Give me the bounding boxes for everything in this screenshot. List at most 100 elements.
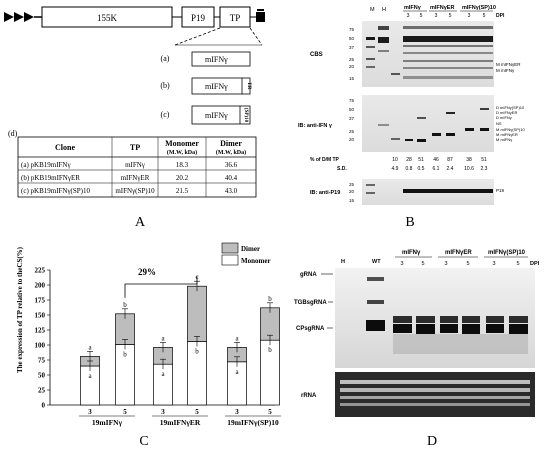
mw-label: 25 <box>349 129 355 134</box>
x-tick-label: 3 <box>161 408 165 416</box>
insert-b-tag: ER <box>246 83 251 90</box>
chart-bars <box>80 280 280 406</box>
rrna-bands <box>340 380 530 406</box>
chart-legend: Dimer Monomer <box>221 242 271 266</box>
mw-label: 20 <box>349 64 355 69</box>
construct-tp-label: TP <box>230 13 241 23</box>
table-cell: mIFNγER <box>121 174 150 182</box>
significance-letter: b <box>195 347 199 355</box>
rna-label-grna: gRNA <box>300 272 317 278</box>
ifn-blot-image <box>362 95 494 152</box>
table-subheader-monomer: (M.W, kDa) <box>167 149 197 156</box>
sd-value: 2.4 <box>447 166 454 172</box>
day-label: 3 <box>407 13 410 19</box>
panel-letter-b: B <box>405 215 414 230</box>
day-label: 3 <box>492 261 495 267</box>
table-cell: (b) pKB19mIFNγER <box>21 174 80 182</box>
group-label-3: mIFNγ(SP)10 <box>462 5 496 11</box>
significance-letter: b <box>268 295 272 303</box>
bracket-label: 29% <box>138 267 156 277</box>
insert-c-label: mIFNγ <box>205 111 228 120</box>
ib-p19-label: IB: anti-P19 <box>310 190 340 196</box>
insert-c-key: (c) <box>161 110 170 119</box>
panel-a: 155K P19 TP (a) mIFNγ (b) mIFNγ ER (c) m… <box>4 6 265 230</box>
sd-value: 10.6 <box>464 166 474 172</box>
insert-c-box <box>191 105 251 125</box>
mw-label: 75 <box>349 27 355 32</box>
sd-label: S.D. <box>337 166 347 172</box>
arrow-label: M mIFNγ(SP)10 <box>496 127 525 132</box>
y-tick-label: 175 <box>35 297 46 305</box>
table-cell: 20.2 <box>176 174 189 182</box>
panel-letter-c: C <box>139 434 148 449</box>
day-label: 3 <box>468 13 471 19</box>
clone-table: Clone TP Monomer (M.W, kDa) Dimer (M.W, … <box>17 136 257 198</box>
group-label-2: mIFNγER <box>430 5 454 11</box>
significance-letter: a <box>235 368 239 376</box>
rrna-gel-image <box>335 372 535 417</box>
table-subheader-dimer: (M.W, kDa) <box>216 149 246 156</box>
cbs-label: CBS <box>310 52 323 58</box>
legend-label-dimer: Dimer <box>241 245 260 253</box>
cbs-arrow-label-2: M mIFNγ <box>496 68 515 73</box>
rna-label-cpsgrna: CPsgRNA <box>296 326 325 332</box>
pct-label: % of D/M TP <box>310 157 340 163</box>
x-tick-label: 5 <box>123 408 127 416</box>
mw-label: 20 <box>349 189 355 194</box>
day-label: 3 <box>435 13 438 19</box>
mw-label: 15 <box>349 198 355 203</box>
day-label: 5 <box>420 13 423 19</box>
insert-a-label: mIFNγ <box>205 55 228 64</box>
mw-label: 50 <box>349 36 355 41</box>
table-header-tp: TP <box>130 143 140 152</box>
ifn-arrow-labels: D mIFNγ(SP)10 D mIFNγER D mIFNγ NS M mIF… <box>496 105 525 142</box>
promoter-arrows-icon <box>4 12 34 22</box>
d-group-label-2: mIFNγER <box>445 250 472 256</box>
cbs-arrow-label-1: M mIFNγER <box>496 62 521 67</box>
day-label: 5 <box>421 261 424 267</box>
group-label: 19mIFNγER <box>160 418 201 427</box>
chart-ylabel: The expression of TP relative to theCS(%… <box>16 246 24 373</box>
insert-c-tag: (SP)10 <box>243 108 248 123</box>
x-tick-label: 5 <box>195 408 199 416</box>
y-tick-label: 200 <box>35 282 46 290</box>
sd-value: 4.9 <box>392 166 399 172</box>
dpi-label: DPI <box>496 13 505 19</box>
table-cell: 36.6 <box>225 161 238 169</box>
y-tick-label: 125 <box>35 327 46 335</box>
group-label-1: mIFNγ <box>404 5 422 11</box>
significance-letter: b <box>268 346 272 354</box>
p19-arrow-label: P19 <box>496 188 505 193</box>
cbs-mw-ladder: 75 50 37 25 20 15 <box>349 27 355 81</box>
significance-letter: b <box>123 350 127 358</box>
mw-label: 25 <box>349 57 355 62</box>
day-label: 5 <box>483 13 486 19</box>
mw-label: 50 <box>349 107 355 112</box>
northern-bands <box>366 277 528 354</box>
significance-letter: a <box>161 370 165 378</box>
significance-letter: a <box>235 334 239 342</box>
significance-letter: a <box>88 372 92 380</box>
day-label: 5 <box>516 261 519 267</box>
x-tick-label: 5 <box>268 408 272 416</box>
panel-letter-d: D <box>427 434 437 449</box>
arrow-label: NS <box>496 121 502 126</box>
pct-value: 87 <box>447 157 453 163</box>
y-tick-label: 150 <box>35 312 46 320</box>
arrow-label: D mIFNγ <box>496 115 512 120</box>
group-label: 19mIFNγ(SP)10 <box>227 418 279 427</box>
lane-h-label: H <box>382 7 386 13</box>
arrow-label: D mIFNγ(SP)10 <box>496 105 525 110</box>
cbs-blot-image <box>362 21 494 87</box>
x-tick-label: 3 <box>88 408 92 416</box>
pct-value: 28 <box>406 157 412 163</box>
table-cell: mIFNγ(SP)10 <box>115 187 155 195</box>
dpi-label: DPI <box>530 261 540 267</box>
group-label: 19mIFNγ <box>92 418 123 427</box>
pct-value: 46 <box>433 157 439 163</box>
pct-value: 51 <box>481 157 487 163</box>
insert-a-box <box>191 51 251 67</box>
sd-value: 0.5 <box>418 166 425 172</box>
construct-155k-label: 155K <box>97 13 118 23</box>
